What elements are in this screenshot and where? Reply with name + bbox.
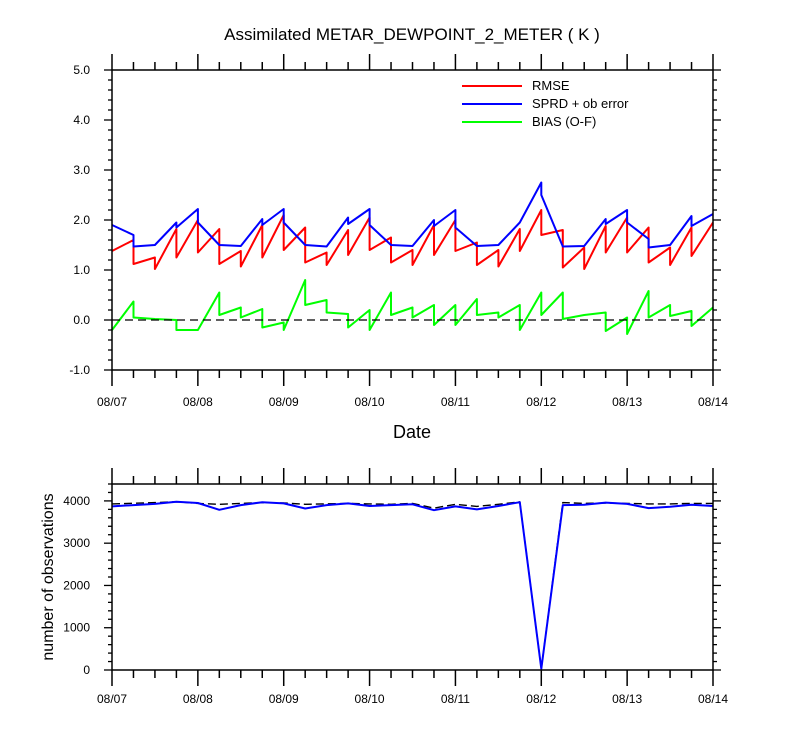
y-axis-title-observations: number of observations (40, 493, 57, 660)
y-tick-label: 3000 (63, 536, 90, 550)
x-tick-label: 08/12 (526, 692, 556, 706)
x-tick-label: 08/14 (698, 692, 728, 706)
y-tick-label: 2000 (63, 578, 90, 592)
legend-label: BIAS (O-F) (532, 114, 596, 129)
x-tick-label: 08/09 (269, 395, 299, 409)
y-tick-label: 4000 (63, 494, 90, 508)
rmse-panel: Assimilated METAR_DEWPOINT_2_METER ( K )… (69, 25, 728, 442)
x-tick-label: 08/10 (355, 692, 385, 706)
series-line-rmse (111, 209, 714, 270)
rmse-series-group (111, 181, 714, 335)
rmse-axis-ticks (104, 54, 721, 386)
x-tick-label: 08/08 (183, 395, 213, 409)
y-tick-label: 5.0 (73, 63, 90, 77)
chart-title: Assimilated METAR_DEWPOINT_2_METER ( K ) (224, 25, 600, 44)
x-tick-label: 08/13 (612, 692, 642, 706)
series-line-observations-possible (111, 501, 713, 670)
x-tick-label: 08/11 (441, 692, 470, 706)
x-tick-label: 08/12 (526, 395, 556, 409)
observations-plot-frame (111, 483, 714, 671)
legend: RMSE SPRD + ob error BIAS (O-F) (462, 78, 629, 129)
x-tick-label: 08/13 (612, 395, 642, 409)
rmse-y-tick-labels: -1.0 0.0 1.0 2.0 3.0 4.0 5.0 (69, 63, 90, 377)
y-tick-label: 3.0 (73, 163, 90, 177)
legend-label: SPRD + ob error (532, 96, 629, 111)
x-axis-title: Date (393, 422, 431, 442)
y-tick-label: 1000 (63, 621, 90, 635)
y-tick-label: -1.0 (69, 363, 90, 377)
series-line-observations-assimilated (111, 500, 714, 670)
y-tick-label: 1.0 (73, 263, 90, 277)
rmse-x-tick-labels: 08/07 08/08 08/09 08/10 08/11 08/12 08/13 08/14 (97, 395, 728, 409)
observations-x-tick-labels: 08/07 08/08 08/09 08/10 08/11 08/12 08/13 08/14 (97, 692, 728, 706)
x-tick-label: 08/08 (183, 692, 213, 706)
x-tick-label: 08/09 (269, 692, 299, 706)
y-tick-label: 2.0 (73, 213, 90, 227)
y-tick-label: 4.0 (73, 113, 90, 127)
x-tick-label: 08/14 (698, 395, 728, 409)
observations-series-group (111, 500, 714, 670)
x-tick-label: 08/10 (355, 395, 385, 409)
x-tick-label: 08/11 (441, 395, 470, 409)
y-tick-label: 0.0 (73, 313, 90, 327)
series-line-sprd-ob-error (111, 181, 714, 249)
legend-label: RMSE (532, 78, 570, 93)
x-tick-label: 08/07 (97, 395, 127, 409)
rmse-plot-frame (111, 69, 714, 371)
x-tick-label: 08/07 (97, 692, 127, 706)
y-tick-label: 0 (83, 663, 90, 677)
observations-axis-ticks (104, 468, 721, 686)
observations-y-tick-labels: 0 1000 2000 3000 4000 (63, 494, 90, 677)
series-line-bias-o-f (111, 279, 714, 335)
